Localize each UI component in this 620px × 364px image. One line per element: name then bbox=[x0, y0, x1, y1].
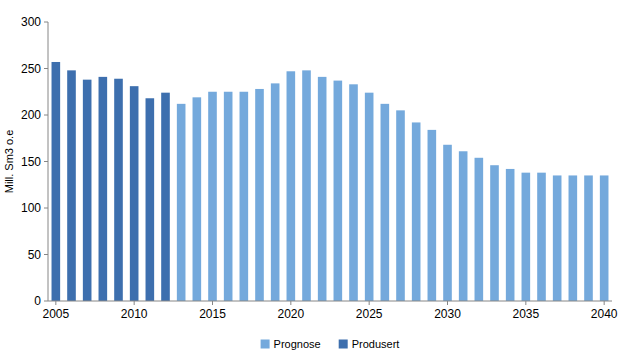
bar bbox=[443, 145, 452, 301]
x-tick bbox=[134, 301, 135, 305]
bar bbox=[334, 81, 343, 301]
bar bbox=[475, 158, 484, 301]
bar bbox=[67, 70, 76, 301]
bar bbox=[287, 71, 296, 301]
bar bbox=[224, 92, 233, 301]
bar bbox=[365, 93, 374, 301]
x-tick-label: 2040 bbox=[591, 307, 618, 321]
bar bbox=[412, 122, 421, 301]
bar bbox=[161, 93, 170, 301]
bars bbox=[52, 62, 609, 301]
bar bbox=[255, 89, 264, 301]
x-tick bbox=[212, 301, 213, 305]
bar bbox=[584, 175, 593, 301]
x-tick bbox=[604, 301, 605, 305]
bar bbox=[271, 83, 280, 301]
bar bbox=[208, 92, 217, 301]
x-tick bbox=[55, 301, 56, 305]
bar bbox=[240, 92, 249, 301]
legend-swatch bbox=[261, 340, 270, 349]
bar bbox=[130, 86, 139, 301]
bar bbox=[553, 175, 562, 301]
x-tick-label: 2020 bbox=[277, 307, 304, 321]
y-tick-label: 300 bbox=[21, 15, 41, 29]
chart: 0 50 100 150 200 250 300 2005 2010 2015 2020 2025 20… bbox=[0, 0, 620, 364]
x-tick-label: 2035 bbox=[512, 307, 539, 321]
bar bbox=[349, 84, 358, 301]
x-tick-label: 2010 bbox=[121, 307, 148, 321]
legend-label: Produsert bbox=[352, 338, 400, 350]
x-tick bbox=[525, 301, 526, 305]
bar bbox=[99, 77, 108, 301]
x-tick-label: 2015 bbox=[199, 307, 226, 321]
x-tick-label: 2030 bbox=[434, 307, 461, 321]
bar bbox=[506, 169, 515, 301]
x-tick bbox=[447, 301, 448, 305]
y-tick bbox=[44, 115, 48, 116]
legend-swatch bbox=[339, 340, 348, 349]
bar bbox=[302, 70, 311, 301]
y-tick bbox=[44, 208, 48, 209]
bar bbox=[537, 173, 546, 301]
x-tick bbox=[290, 301, 291, 305]
bar bbox=[381, 104, 390, 301]
y-tick bbox=[44, 68, 48, 69]
bar bbox=[459, 151, 468, 301]
bar bbox=[490, 165, 499, 301]
bar bbox=[522, 173, 531, 301]
legend-label: Prognose bbox=[274, 338, 321, 350]
bar bbox=[569, 175, 578, 301]
bar bbox=[600, 175, 609, 301]
y-tick-label: 100 bbox=[21, 201, 41, 215]
bar bbox=[146, 98, 155, 301]
bar bbox=[396, 110, 405, 301]
y-tick-label: 50 bbox=[28, 248, 42, 262]
bar bbox=[83, 80, 92, 301]
y-tick bbox=[44, 301, 48, 302]
bar bbox=[177, 104, 186, 301]
x-axis bbox=[48, 301, 612, 302]
y-tick-label: 150 bbox=[21, 155, 41, 169]
y-tick bbox=[44, 22, 48, 23]
bar bbox=[318, 77, 327, 301]
y-tick bbox=[44, 254, 48, 255]
x-tick bbox=[369, 301, 370, 305]
y-tick-label: 250 bbox=[21, 62, 41, 76]
y-tick-label: 0 bbox=[34, 294, 41, 308]
bar bbox=[114, 79, 123, 301]
x-tick-label: 2025 bbox=[356, 307, 383, 321]
y-tick-label: 200 bbox=[21, 108, 41, 122]
bar bbox=[52, 62, 61, 301]
bar bbox=[428, 130, 437, 301]
x-tick-label: 2005 bbox=[42, 307, 69, 321]
y-tick bbox=[44, 161, 48, 162]
legend: Prognose Produsert bbox=[261, 338, 400, 350]
y-axis-label: Mill. Sm3 o.e bbox=[3, 130, 15, 194]
bar bbox=[193, 97, 202, 301]
